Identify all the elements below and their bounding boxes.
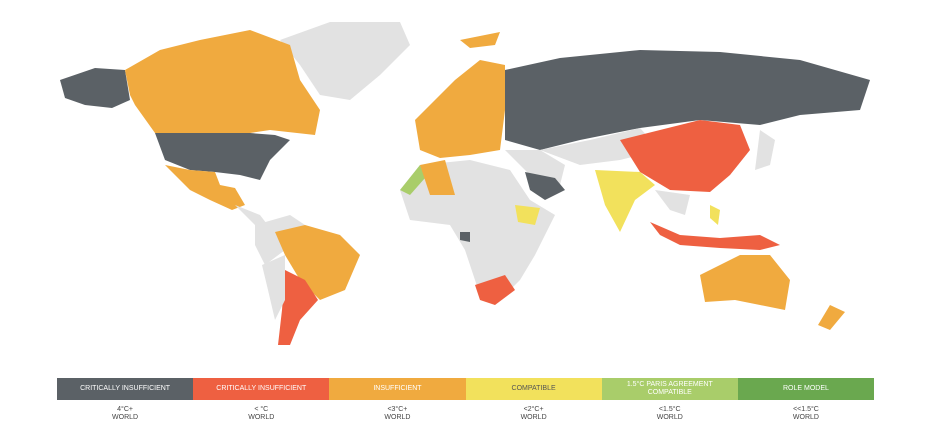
legend-label: COMPATIBLE [465,378,602,400]
region [280,22,410,100]
legend-scope: WORLD [384,414,411,421]
region [400,160,555,305]
region [460,232,470,242]
region [818,305,845,330]
legend: CRITICALLY INSUFFICIENT 4°C+ WORLD CRITICAL… [57,378,875,422]
legend-range: < °C [254,406,269,413]
region [515,205,540,225]
legend-label: 1.5°C PARIS AGREEMENT COMPATIBLE [601,378,738,400]
legend-scope: WORLD [656,414,683,421]
region [125,30,320,135]
legend-range: <1.5°C [658,406,681,413]
legend-scope: WORLD [792,414,819,421]
legend-item: COMPATIBLE <2°C+ WORLD [465,378,602,422]
legend-range: <<1.5°C [793,406,819,413]
legend-label: CRITICALLY INSUFFICIENT [193,378,330,400]
region [710,205,720,225]
region [278,270,318,345]
region [415,60,505,158]
region [400,165,425,195]
region [655,190,690,215]
region [475,275,515,305]
region [650,222,780,250]
legend-scope: WORLD [520,414,547,421]
region [620,120,750,192]
region [505,150,565,185]
legend-item: CRITICALLY INSUFFICIENT < °C WORLD [193,378,330,422]
legend-scope: WORLD [112,414,139,421]
region [700,255,790,310]
legend-range: <2°C+ [523,406,544,413]
legend-range: <3°C+ [387,406,408,413]
legend-range: 4°C+ [117,406,133,413]
region [595,170,655,232]
region [460,32,500,48]
region [505,50,870,150]
legend-scope: WORLD [248,414,275,421]
legend-label: ROLE MODEL [737,378,875,400]
region [755,130,775,170]
legend-item: INSUFFICIENT <3°C+ WORLD [329,378,466,422]
region [235,205,270,228]
region [275,225,360,300]
region [165,165,245,210]
region [262,255,285,320]
legend-label: INSUFFICIENT [329,378,466,400]
legend-item: CRITICALLY INSUFFICIENT 4°C+ WORLD [57,378,194,422]
region [155,133,290,180]
legend-item: ROLE MODEL <<1.5°C WORLD [737,378,875,422]
legend-item: 1.5°C PARIS AGREEMENT COMPATIBLE <1.5°C WO… [601,378,738,422]
region [60,68,130,108]
world-map [60,22,870,345]
region [420,160,455,195]
region [525,172,565,200]
legend-label: CRITICALLY INSUFFICIENT [57,378,194,400]
